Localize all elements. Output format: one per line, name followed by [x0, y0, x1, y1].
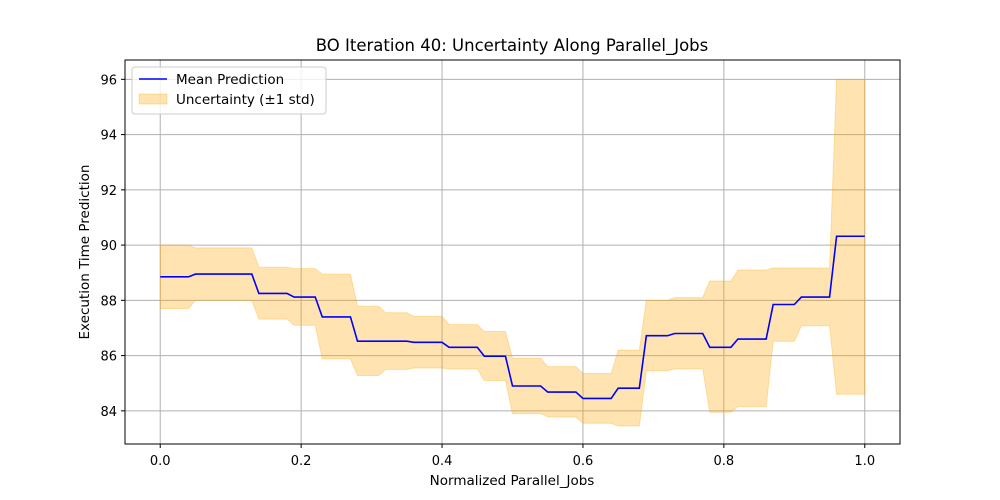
y-tick-label: 86	[100, 350, 117, 365]
x-tick-label: 0.0	[150, 454, 171, 469]
legend: Mean Prediction Uncertainty (±1 std)	[131, 66, 327, 115]
mean-prediction-line	[160, 235, 865, 400]
mean-line-group	[160, 235, 865, 400]
y-tick-label: 88	[100, 294, 117, 309]
x-tick-label: 0.2	[291, 454, 312, 469]
y-tick-label: 90	[100, 239, 117, 254]
legend-label-uncertainty: Uncertainty (±1 std)	[176, 92, 315, 108]
uncertainty-band-group	[159, 78, 866, 427]
y-tick-label: 96	[100, 73, 117, 88]
x-tick-label: 0.4	[432, 454, 453, 469]
plot-area-frame	[124, 59, 901, 445]
legend-frame	[131, 66, 327, 115]
x-tick-label: 0.8	[714, 454, 735, 469]
x-axis-label: Normalized Parallel_Jobs	[430, 473, 595, 489]
legend-label-mean: Mean Prediction	[176, 72, 284, 88]
legend-uncertainty-swatch	[138, 93, 168, 105]
x-axis: 0.0 0.2 0.4 0.6 0.8 1.0	[150, 444, 875, 469]
y-axis-label: Execution Time Prediction	[77, 165, 93, 340]
grid	[125, 60, 900, 444]
y-tick-label: 92	[100, 184, 117, 199]
y-tick-label: 84	[100, 405, 117, 420]
y-tick-label: 94	[100, 129, 117, 144]
uncertainty-band	[159, 78, 866, 427]
chart-title: BO Iteration 40: Uncertainty Along Paral…	[316, 36, 708, 56]
x-tick-label: 1.0	[854, 454, 875, 469]
x-tick-label: 0.6	[573, 454, 594, 469]
y-axis: 84 86 88 90 92 94 96	[100, 73, 125, 420]
